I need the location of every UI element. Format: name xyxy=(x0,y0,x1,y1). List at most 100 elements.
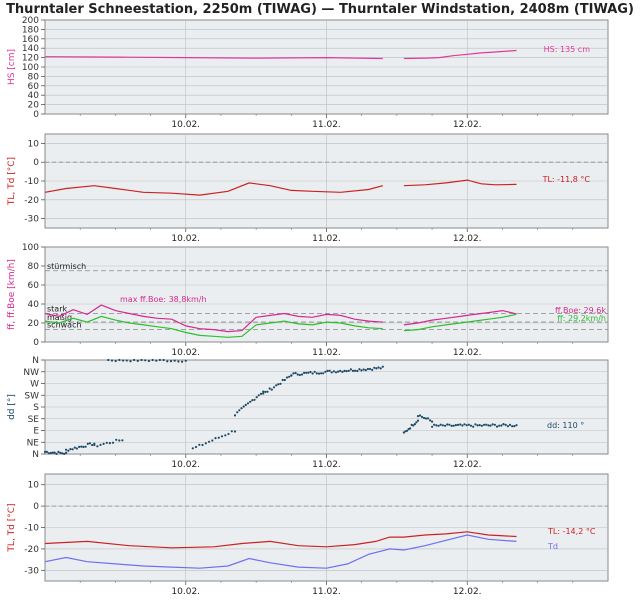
ytick-label: 80 xyxy=(28,72,40,82)
wind-direction-point xyxy=(511,425,514,428)
wind-direction-point xyxy=(313,370,316,373)
wind-direction-point xyxy=(266,390,269,393)
ytick-label: N xyxy=(32,356,39,366)
value-annotation: max ff.Boe: 38,8km/h xyxy=(120,295,207,304)
wind-direction-point xyxy=(45,450,49,453)
wind-direction-point xyxy=(426,417,430,420)
wind-direction-point xyxy=(121,439,124,442)
wind-direction-point xyxy=(345,370,348,373)
xtick-label: 11.02. xyxy=(312,348,341,358)
wind-direction-point xyxy=(184,359,187,362)
series-line-ff xyxy=(403,313,517,332)
series-line-HS xyxy=(403,49,517,60)
wind-direction-point xyxy=(107,358,110,362)
wind-direction-point xyxy=(224,434,227,437)
wind-direction-point xyxy=(198,443,201,446)
wind-direction-point xyxy=(358,368,361,371)
wind-direction-point xyxy=(315,372,318,375)
wind-direction-point xyxy=(294,371,297,375)
wind-direction-point xyxy=(476,424,479,427)
wind-direction-point xyxy=(326,369,329,372)
wind-direction-point xyxy=(140,358,143,362)
wind-direction-point xyxy=(233,414,237,417)
wind-direction-point xyxy=(43,450,47,453)
wind-direction-point xyxy=(133,358,136,362)
wind-direction-point xyxy=(433,423,436,426)
wind-direction-point xyxy=(459,423,462,426)
ytick-label: -10 xyxy=(24,524,39,534)
ytick-label: 0 xyxy=(33,502,39,512)
wind-direction-point xyxy=(204,442,207,445)
wind-direction-point xyxy=(415,421,418,424)
wind-direction-point xyxy=(233,430,237,433)
ytick-label: W xyxy=(30,380,39,390)
ytick-label: 40 xyxy=(28,91,40,101)
wind-direction-point xyxy=(111,441,115,444)
xtick-label: 10.02. xyxy=(171,234,200,244)
wind-direction-point xyxy=(409,427,412,430)
ytick-label: N xyxy=(32,450,39,460)
ytick-label: 0 xyxy=(33,338,39,348)
wind-direction-point xyxy=(220,435,224,438)
value-annotation: TL: -14,2 °C xyxy=(547,527,596,536)
value-annotation: ff: 29,2km/h xyxy=(557,314,606,323)
wind-direction-point xyxy=(371,368,374,371)
wind-direction-point xyxy=(351,369,355,372)
wind-direction-point xyxy=(416,419,420,422)
xtick-label: 10.02. xyxy=(171,587,200,597)
xtick-label: 10.02. xyxy=(171,460,200,470)
ytick-label: 0 xyxy=(33,158,39,168)
wind-direction-point xyxy=(91,443,94,447)
wind-direction-point xyxy=(508,423,512,426)
ytick-label: SW xyxy=(24,391,39,401)
wind-direction-point xyxy=(324,370,327,373)
wind-direction-point xyxy=(270,388,273,391)
wind-direction-point xyxy=(88,442,91,445)
wind-direction-point xyxy=(515,424,518,427)
wind-direction-point xyxy=(288,375,291,378)
wind-direction-point xyxy=(474,423,477,426)
wind-direction-point xyxy=(377,366,380,369)
wind-direction-point xyxy=(217,436,220,439)
wind-direction-point xyxy=(118,358,121,362)
wind-direction-point xyxy=(194,445,198,449)
xtick-label: 12.02. xyxy=(453,587,482,597)
wind-direction-point xyxy=(207,440,211,443)
wind-direction-point xyxy=(257,394,260,397)
wind-direction-point xyxy=(375,367,378,370)
wind-direction-point xyxy=(437,424,440,427)
wind-direction-point xyxy=(439,423,442,426)
wind-direction-point xyxy=(322,372,325,375)
series-line-TL xyxy=(44,182,383,196)
wind-direction-point xyxy=(108,442,111,445)
y-axis-label: dd [°] xyxy=(7,394,17,420)
xtick-label: 12.02. xyxy=(453,120,482,130)
value-annotation: HS: 135 cm xyxy=(544,45,591,54)
wind-direction-point xyxy=(114,359,117,363)
wind-direction-point xyxy=(191,447,194,450)
wind-direction-point xyxy=(277,383,280,386)
wind-direction-point xyxy=(115,438,118,441)
wind-direction-point xyxy=(268,387,271,390)
value-annotation: Td xyxy=(547,542,558,551)
ytick-label: 60 xyxy=(28,281,40,291)
wind-direction-point xyxy=(418,414,422,417)
wind-direction-point xyxy=(444,424,447,427)
wind-direction-point xyxy=(356,369,359,373)
wind-direction-point xyxy=(214,437,217,440)
wind-direction-point xyxy=(262,392,265,395)
wind-direction-point xyxy=(71,448,74,451)
wind-direction-point xyxy=(461,424,464,427)
wind-direction-point xyxy=(362,368,365,371)
wind-direction-point xyxy=(283,378,286,382)
wind-direction-point xyxy=(292,372,295,375)
wind-direction-point xyxy=(177,360,180,363)
wind-direction-point xyxy=(431,425,434,428)
wind-direction-point xyxy=(364,369,367,372)
wind-direction-point xyxy=(413,423,416,426)
wind-direction-point xyxy=(129,360,132,363)
wind-direction-point xyxy=(456,423,460,426)
wind-direction-point xyxy=(502,423,505,426)
wind-direction-point xyxy=(330,371,333,374)
